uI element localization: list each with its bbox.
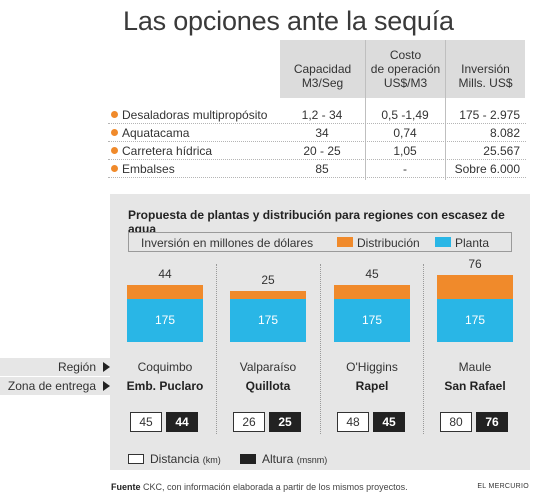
column-separator [216, 264, 217, 434]
cell-costo: 0,74 [393, 126, 417, 140]
height-value: 25 [269, 412, 301, 432]
table-row: Carretera hídrica 20 - 25 1,05 25.567 [108, 142, 526, 160]
zone-row-header: Zona de entrega [0, 377, 110, 395]
bar-distribucion-value: 44 [158, 267, 172, 281]
source-text: CKC, con información elaborada a partir … [140, 482, 408, 492]
cell-costo: - [403, 162, 407, 176]
distance-value: 48 [337, 412, 369, 432]
region-label: Región [57, 360, 96, 374]
cell-inversion: 175 - 2.975 [459, 108, 520, 122]
bar-planta-value: 175 [464, 313, 486, 327]
bar-distribucion [334, 285, 410, 299]
table-divider [445, 40, 446, 180]
bar-planta-value: 175 [257, 313, 279, 327]
page-title: Las opciones ante la sequía [123, 6, 454, 36]
bar-planta [127, 299, 203, 342]
bar-distribucion [127, 285, 203, 299]
legend-distancia-unit: (km) [202, 455, 221, 465]
height-value: 45 [373, 412, 405, 432]
cell-costo: 0,5 -1,49 [381, 108, 429, 122]
column-separator [423, 264, 424, 434]
cell-capacidad: 20 - 25 [303, 144, 341, 158]
bar-planta [230, 299, 306, 342]
publisher-credit: EL MERCURIO [477, 483, 529, 490]
row-name: Carretera hídrica [122, 144, 213, 158]
header-capacidad-label: Capacidad M3/Seg [293, 62, 352, 90]
legend-distancia-label: Distancia [150, 452, 200, 466]
height-value: 76 [476, 412, 508, 432]
cell-capacidad: 85 [315, 162, 329, 176]
bar-planta [334, 299, 410, 342]
distance-value: 26 [233, 412, 265, 432]
legend-label-planta: Planta [455, 236, 490, 250]
table-header-capacidad: Capacidad M3/Seg [280, 40, 366, 98]
row-name: Aquatacama [122, 126, 190, 140]
distance-value: 80 [440, 412, 472, 432]
header-inversion-label: Inversión Mills. US$ [458, 62, 513, 90]
bar-planta-value: 175 [154, 313, 176, 327]
row-name: Embalses [122, 162, 175, 176]
bar-planta-value: 175 [361, 313, 383, 327]
height-value: 44 [166, 412, 198, 432]
table-header-inversion: Inversión Mills. US$ [446, 40, 526, 98]
legend-altura-label: Altura [262, 452, 294, 466]
bar-distribucion-value: 76 [468, 257, 482, 271]
bullet-icon [111, 129, 118, 136]
cell-inversion: Sobre 6.000 [454, 162, 520, 176]
bullet-icon [111, 165, 118, 172]
cell-costo: 1,05 [393, 144, 417, 158]
cell-capacidad: 1,2 - 34 [301, 108, 343, 122]
triangle-right-icon [103, 362, 110, 372]
chart-legend: Inversión en millones de dólares Distrib… [128, 232, 512, 252]
column-separator [320, 264, 321, 434]
zone-name: San Rafael [444, 379, 506, 393]
region-name: Valparaíso [239, 360, 297, 374]
table-header-costo: Costo de operación US$/M3 [366, 40, 446, 98]
legend-distancia: Distancia (km) [150, 452, 221, 466]
bar-distribucion-value: 25 [261, 273, 275, 287]
legend-altura-unit: (msnm) [296, 455, 328, 465]
legend-swatch-distancia [128, 454, 144, 464]
legend-swatch-distribucion [337, 237, 353, 247]
source-label: Fuente [111, 482, 141, 492]
bullet-icon [111, 111, 118, 118]
legend-altura: Altura (msnm) [262, 452, 327, 466]
distance-value: 45 [130, 412, 162, 432]
cell-capacidad: 34 [315, 126, 329, 140]
table-row: Embalses 85 - Sobre 6.000 [108, 160, 526, 178]
bar-distribucion [230, 291, 306, 299]
source-note: Fuente CKC, con información elaborada a … [111, 482, 408, 492]
row-name: Desaladoras multipropósito [122, 108, 268, 122]
table-divider [365, 40, 366, 180]
zone-name: Emb. Puclaro [126, 379, 204, 393]
legend-swatch-planta [435, 237, 451, 247]
table-row: Desaladoras multipropósito 1,2 - 34 0,5 -1… [108, 106, 526, 124]
zone-name: Quillota [245, 379, 291, 393]
legend-swatch-altura [240, 454, 256, 464]
region-row-header: Región [0, 358, 110, 376]
region-name: Coquimbo [137, 360, 193, 374]
chart-panel: Propuesta de plantas y distribución para… [110, 194, 530, 470]
header-costo-label: Costo de operación US$/M3 [370, 48, 441, 90]
zone-name: Rapel [355, 379, 389, 393]
bullet-icon [111, 147, 118, 154]
bar-distribucion-value: 45 [365, 267, 379, 281]
legend-label-distribucion: Distribución [357, 236, 420, 250]
table-row: Aquatacama 34 0,74 8.082 [108, 124, 526, 142]
bar-planta [437, 299, 513, 342]
region-name: Maule [458, 360, 492, 374]
triangle-right-icon [103, 381, 110, 391]
cell-inversion: 25.567 [483, 144, 520, 158]
zone-label: Zona de entrega [7, 379, 96, 393]
cell-inversion: 8.082 [489, 126, 520, 140]
legend-title: Inversión en millones de dólares [141, 236, 314, 250]
region-name: O'Higgins [346, 360, 398, 374]
bar-distribucion [437, 275, 513, 299]
